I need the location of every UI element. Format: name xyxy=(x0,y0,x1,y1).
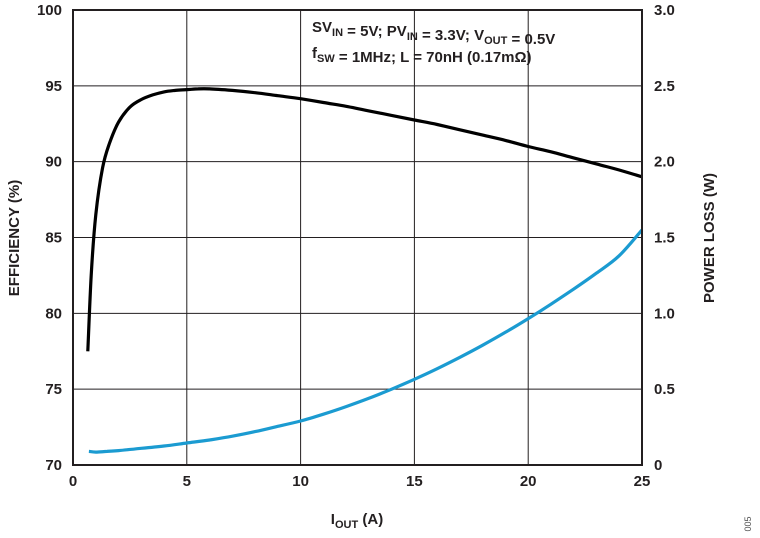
right-y-tick-label: 3.0 xyxy=(654,2,675,19)
annotation-text: = 3.3V; V xyxy=(418,27,484,44)
x-tick-label: 10 xyxy=(292,473,309,490)
left-y-tick-label: 75 xyxy=(45,381,62,398)
right-y-axis-title: POWER LOSS (W) xyxy=(701,173,718,303)
power-loss-curve xyxy=(88,228,644,454)
plot-frame xyxy=(72,9,643,466)
left-y-tick-labels: 70 75 80 85 90 95 100 xyxy=(37,2,62,474)
grid-lines xyxy=(73,10,642,465)
right-y-tick-label: 1.5 xyxy=(654,230,675,247)
annotation-subscript: IN xyxy=(332,27,343,39)
right-y-tick-label: 0.5 xyxy=(654,381,675,398)
annotation-subscript: OUT xyxy=(484,35,508,47)
left-y-tick-label: 80 xyxy=(45,305,62,322)
left-y-tick-label: 90 xyxy=(45,154,62,171)
efficiency-curve xyxy=(86,87,643,352)
annotation-text: = 5V; PV xyxy=(343,23,407,40)
x-axis-title-unit: (A) xyxy=(358,511,383,528)
right-y-tick-label: 0 xyxy=(654,457,662,474)
x-axis-title-sub: OUT xyxy=(335,519,359,531)
right-y-tick-label: 2.0 xyxy=(654,154,675,171)
left-y-axis-title: EFFICIENCY (%) xyxy=(6,180,23,296)
x-tick-label: 5 xyxy=(183,473,191,490)
left-y-tick-label: 100 xyxy=(37,2,62,19)
left-y-tick-label: 95 xyxy=(45,78,62,95)
right-y-tick-label: 1.0 xyxy=(654,305,675,322)
right-y-tick-label: 2.5 xyxy=(654,78,675,95)
x-tick-label: 0 xyxy=(69,473,77,490)
annotation-subscript: SW xyxy=(317,53,335,65)
figure-id: 005 xyxy=(743,516,753,531)
conditions-annotation-line-1: SVIN = 5V; PVIN = 3.3V; VOUT = 0.5V xyxy=(312,19,555,48)
data-curves xyxy=(86,87,644,454)
x-axis-title-main: I xyxy=(331,511,335,528)
annotation-text: f xyxy=(312,45,318,62)
x-tick-label: 25 xyxy=(634,473,651,490)
annotation-text: = 0.5V xyxy=(507,31,555,48)
conditions-annotation-line-2: fSW = 1MHz; L = 70nH (0.17mΩ) xyxy=(312,45,532,66)
x-tick-labels: 0 5 10 15 20 25 xyxy=(69,473,651,490)
x-axis-title: IOUT (A) xyxy=(331,511,383,531)
x-tick-label: 15 xyxy=(406,473,423,490)
x-tick-label: 20 xyxy=(520,473,537,490)
annotation-text: = 1MHz; L = 70nH (0.17mΩ) xyxy=(335,49,532,66)
left-y-tick-label: 70 xyxy=(45,457,62,474)
annotation-subscript: IN xyxy=(407,31,418,43)
left-y-tick-label: 85 xyxy=(45,230,62,247)
right-y-tick-labels: 0 0.5 1.0 1.5 2.0 2.5 3.0 xyxy=(654,2,675,474)
annotation-text: SV xyxy=(312,19,332,36)
